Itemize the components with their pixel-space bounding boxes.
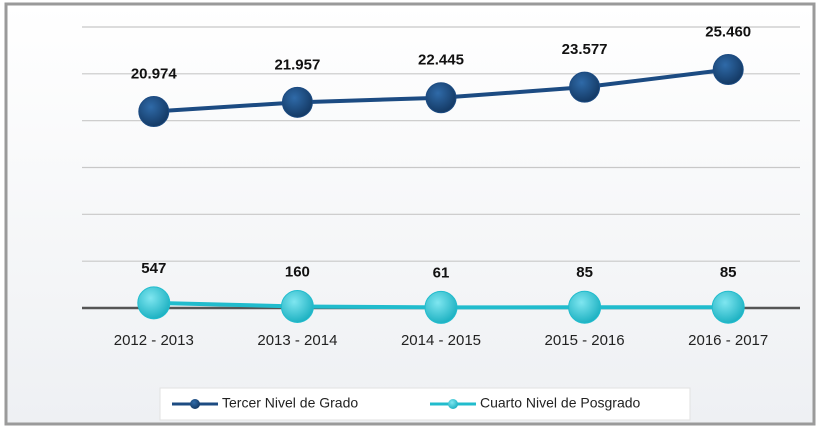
marker [424,290,458,324]
x-tick-label: 2012 - 2013 [114,332,194,349]
data-label: 21.957 [274,56,320,73]
marker [569,71,601,103]
marker [137,286,171,320]
legend-marker [190,399,200,409]
data-label: 20.974 [131,66,178,83]
x-tick-label: 2014 - 2015 [401,332,481,349]
x-tick-label: 2013 - 2014 [257,332,337,349]
legend-label: Cuarto Nivel de Posgrado [480,395,641,411]
data-label: 547 [141,260,166,277]
marker [712,54,744,86]
data-label: 85 [576,264,593,281]
data-label: 23.577 [562,41,608,58]
data-label: 61 [433,264,450,281]
x-tick-label: 2015 - 2016 [545,332,625,349]
data-label: 160 [285,263,310,280]
marker [281,86,313,118]
marker [568,290,602,324]
data-label: 85 [720,264,737,281]
marker [711,290,745,324]
data-label: 22.445 [418,52,464,69]
marker [280,290,314,324]
marker [425,82,457,114]
legend-label: Tercer Nivel de Grado [222,395,358,411]
marker [138,96,170,128]
legend-marker [448,399,458,409]
data-label: 25.460 [705,23,751,40]
legend-box [159,387,691,421]
x-tick-label: 2016 - 2017 [688,332,768,349]
